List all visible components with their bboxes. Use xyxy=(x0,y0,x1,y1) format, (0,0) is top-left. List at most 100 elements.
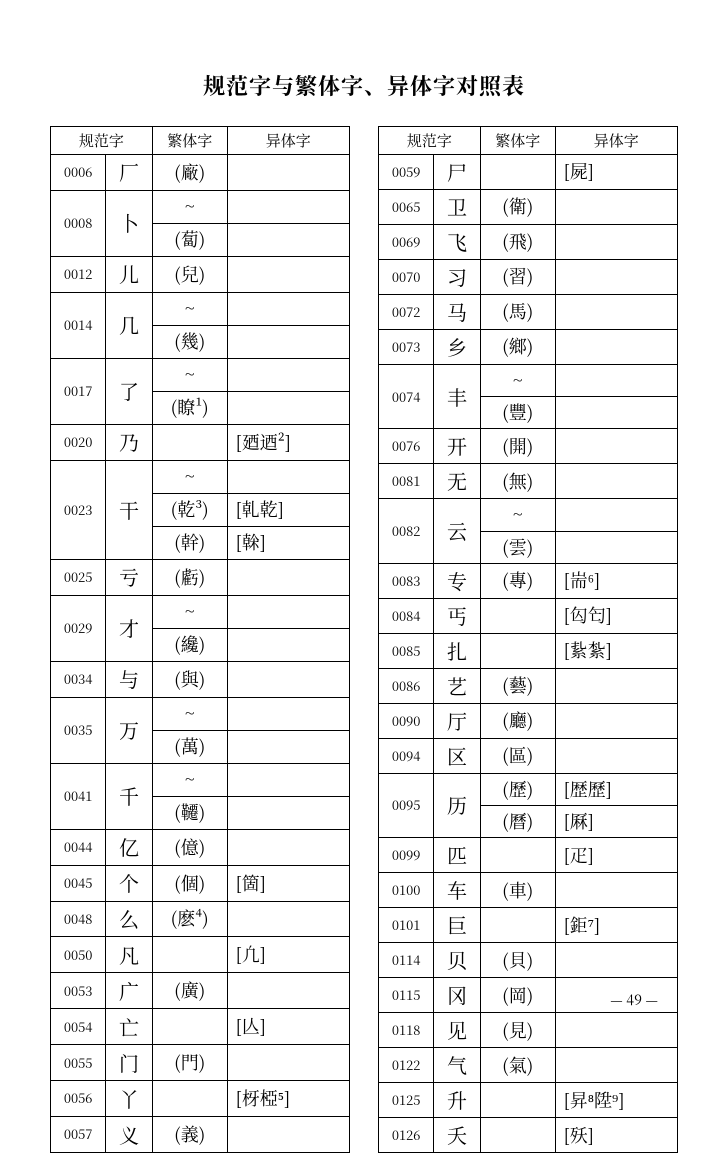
code-cell: 0041 xyxy=(51,763,106,829)
simplified-cell: 见 xyxy=(434,1013,481,1048)
traditional-cell: (韆) xyxy=(152,796,227,829)
table-row: 0065卫(衛) xyxy=(379,190,678,225)
code-cell: 0100 xyxy=(379,873,434,908)
table-row: 0122气(氣) xyxy=(379,1048,678,1083)
variant-cell xyxy=(555,1013,677,1048)
header-row: 规范字 繁体字 异体字 xyxy=(51,127,350,155)
variant-cell: [亾] xyxy=(227,1009,349,1045)
traditional-cell xyxy=(152,1009,227,1045)
variant-cell xyxy=(555,190,677,225)
table-row: 0084丐[匃匄] xyxy=(379,598,678,633)
simplified-cell: 万 xyxy=(106,697,153,763)
code-cell: 0126 xyxy=(379,1118,434,1153)
col-header-variant: 异体字 xyxy=(227,127,349,155)
code-cell: 0115 xyxy=(379,978,434,1013)
simplified-cell: 冈 xyxy=(434,978,481,1013)
traditional-cell: ~ xyxy=(152,460,227,493)
code-cell: 0045 xyxy=(51,865,106,901)
traditional-cell: (幹) xyxy=(152,526,227,559)
variant-cell: [廼迺²] xyxy=(227,424,349,460)
variant-cell xyxy=(227,628,349,661)
table-row: 0090厅(廳) xyxy=(379,703,678,738)
col-header-simplified: 规范字 xyxy=(379,127,481,155)
variant-cell: [箇] xyxy=(227,865,349,901)
simplified-cell: 乃 xyxy=(106,424,153,460)
variant-cell xyxy=(227,223,349,256)
traditional-cell xyxy=(152,937,227,973)
variant-cell xyxy=(555,1048,677,1083)
code-cell: 0070 xyxy=(379,260,434,295)
traditional-cell: (習) xyxy=(480,260,555,295)
simplified-cell: 了 xyxy=(106,358,153,424)
traditional-cell: (廳) xyxy=(480,703,555,738)
table-row: 0101巨[鉅⁷] xyxy=(379,908,678,943)
traditional-cell xyxy=(480,155,555,190)
simplified-cell: 么 xyxy=(106,901,153,937)
traditional-cell: (義) xyxy=(152,1117,227,1153)
variant-cell xyxy=(227,661,349,697)
col-header-traditional: 繁体字 xyxy=(152,127,227,155)
code-cell: 0090 xyxy=(379,703,434,738)
variant-cell xyxy=(555,499,677,531)
traditional-cell: (車) xyxy=(480,873,555,908)
simplified-cell: 卫 xyxy=(434,190,481,225)
traditional-cell: ~ xyxy=(152,292,227,325)
variant-cell xyxy=(227,325,349,358)
code-cell: 0076 xyxy=(379,429,434,464)
traditional-cell: (馬) xyxy=(480,295,555,330)
traditional-cell: (飛) xyxy=(480,225,555,260)
table-row: 0034与(與) xyxy=(51,661,350,697)
table-row: 0012儿(兒) xyxy=(51,256,350,292)
table-row: 0074丰~ xyxy=(379,365,678,397)
variant-cell xyxy=(227,763,349,796)
traditional-cell xyxy=(480,598,555,633)
table-row: 0014几~ xyxy=(51,292,350,325)
simplified-cell: 亿 xyxy=(106,829,153,865)
variant-cell xyxy=(555,668,677,703)
traditional-cell: (虧) xyxy=(152,559,227,595)
variant-cell xyxy=(227,595,349,628)
simplified-cell: 尸 xyxy=(434,155,481,190)
simplified-cell: 丰 xyxy=(434,365,481,429)
simplified-cell: 几 xyxy=(106,292,153,358)
table-row: 0054亡[亾] xyxy=(51,1009,350,1045)
variant-cell xyxy=(227,292,349,325)
table-row: 0057义(義) xyxy=(51,1117,350,1153)
code-cell: 0083 xyxy=(379,563,434,598)
variant-cell xyxy=(555,260,677,295)
table-row: 0070习(習) xyxy=(379,260,678,295)
variant-cell xyxy=(227,1045,349,1081)
simplified-cell: 飞 xyxy=(434,225,481,260)
variant-cell xyxy=(555,429,677,464)
traditional-cell: (乾³) xyxy=(152,493,227,526)
table-row: 0114贝(貝) xyxy=(379,943,678,978)
code-cell: 0056 xyxy=(51,1081,106,1117)
code-cell: 0014 xyxy=(51,292,106,358)
traditional-cell: ~ xyxy=(152,595,227,628)
page-number: — 49 — xyxy=(610,990,658,1010)
traditional-cell: (與) xyxy=(152,661,227,697)
simplified-cell: 儿 xyxy=(106,256,153,292)
table-row: 0055门(門) xyxy=(51,1045,350,1081)
simplified-cell: 门 xyxy=(106,1045,153,1081)
traditional-cell: (個) xyxy=(152,865,227,901)
code-cell: 0073 xyxy=(379,330,434,365)
code-cell: 0054 xyxy=(51,1009,106,1045)
code-cell: 0059 xyxy=(379,155,434,190)
variant-cell xyxy=(227,190,349,223)
variant-cell xyxy=(227,155,349,191)
code-cell: 0085 xyxy=(379,633,434,668)
code-cell: 0072 xyxy=(379,295,434,330)
variant-cell xyxy=(227,730,349,763)
variant-cell: [凢] xyxy=(227,937,349,973)
code-cell: 0006 xyxy=(51,155,106,191)
code-cell: 0114 xyxy=(379,943,434,978)
simplified-cell: 专 xyxy=(434,563,481,598)
table-row: 0041千~ xyxy=(51,763,350,796)
variant-cell: [鉅⁷] xyxy=(555,908,677,943)
variant-cell xyxy=(227,829,349,865)
variant-cell xyxy=(227,697,349,730)
table-row: 0048么(麽⁴) xyxy=(51,901,350,937)
variant-cell xyxy=(555,943,677,978)
traditional-cell: ~ xyxy=(152,763,227,796)
